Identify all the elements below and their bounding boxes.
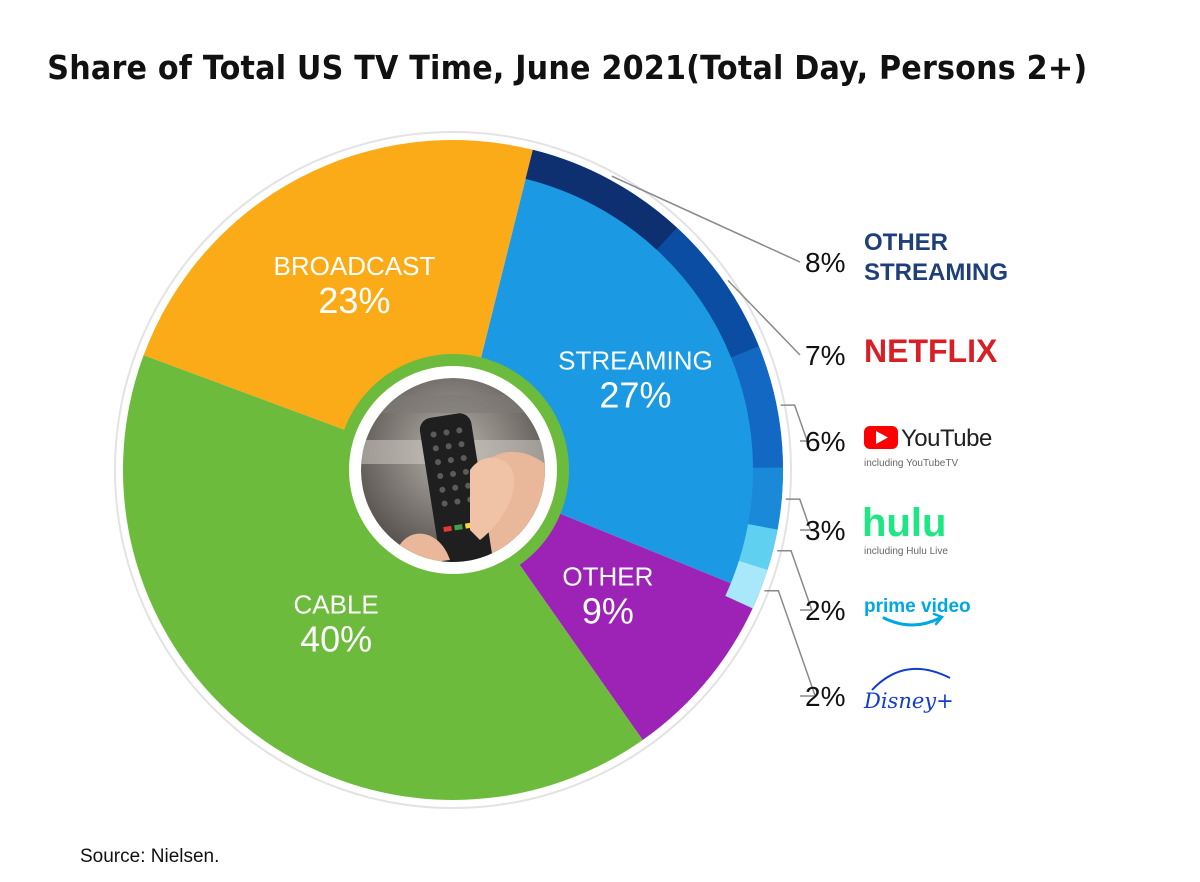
prime-video-logo: prime video: [864, 596, 971, 627]
other-streaming-line2: STREAMING: [864, 259, 1008, 286]
netflix-label: NETFLIX: [864, 333, 998, 369]
slice-label-streaming: STREAMING: [558, 345, 713, 375]
netflix-logo: NETFLIX: [864, 333, 998, 369]
leader-line-hulu: [785, 498, 812, 531]
prime-video-label: prime video: [864, 596, 971, 617]
leader-line-disney: [764, 590, 817, 697]
slice-value-other: 9%: [582, 590, 634, 631]
ring-other-streaming: [525, 149, 678, 250]
youtube-logo: YouTube including YouTubeTV: [864, 425, 992, 469]
hulu-label: hulu: [862, 501, 946, 545]
remote-control-icon: [419, 413, 493, 562]
legend-value-prime-video: 2%: [805, 595, 845, 626]
slice-value-streaming: 27%: [599, 374, 671, 415]
slice-label-other: OTHER: [562, 561, 653, 591]
legend-value-hulu: 3%: [805, 515, 845, 546]
ring-youtube: [731, 346, 783, 468]
slice-value-broadcast: 23%: [318, 280, 390, 321]
ring-prime-video: [738, 524, 778, 570]
other-streaming-line1: OTHER: [864, 229, 948, 256]
source-note: Source: Nielsen.: [80, 846, 220, 867]
disney-label: Disney+: [863, 689, 954, 713]
leader-line-prime-video: [777, 550, 813, 611]
legend-value-disney: 2%: [805, 681, 845, 712]
leader-line-youtube: [780, 404, 809, 442]
slice-value-cable: 40%: [300, 619, 372, 660]
ring-disney: [725, 560, 768, 609]
slice-label-cable: CABLE: [293, 590, 378, 620]
legend-other-streaming: OTHER STREAMING: [864, 229, 1008, 286]
youtube-label: YouTube: [901, 425, 992, 452]
legend-value-other-streaming: 8%: [805, 247, 845, 278]
slice-label-broadcast: BROADCAST: [274, 251, 436, 281]
ring-netflix: [656, 227, 759, 358]
legend-value-youtube: 6%: [805, 426, 845, 457]
leader-line-other-streaming: [611, 175, 801, 263]
slice-cable: [123, 355, 643, 800]
center-photo: [337, 354, 569, 586]
hulu-subtitle: including Hulu Live: [864, 546, 948, 557]
disney-plus-logo: Disney+: [863, 667, 954, 713]
ring-hulu: [748, 467, 783, 530]
youtube-subtitle: including YouTubeTV: [864, 458, 958, 469]
legend-value-netflix: 7%: [805, 340, 845, 371]
hulu-logo: hulu including Hulu Live: [862, 501, 948, 557]
prime-smile-icon: [882, 616, 942, 627]
disney-arc-icon: [871, 667, 951, 691]
chart-title: Share of Total US TV Time, June 2021(Tot…: [47, 48, 1088, 87]
leader-line-netflix: [727, 279, 801, 356]
